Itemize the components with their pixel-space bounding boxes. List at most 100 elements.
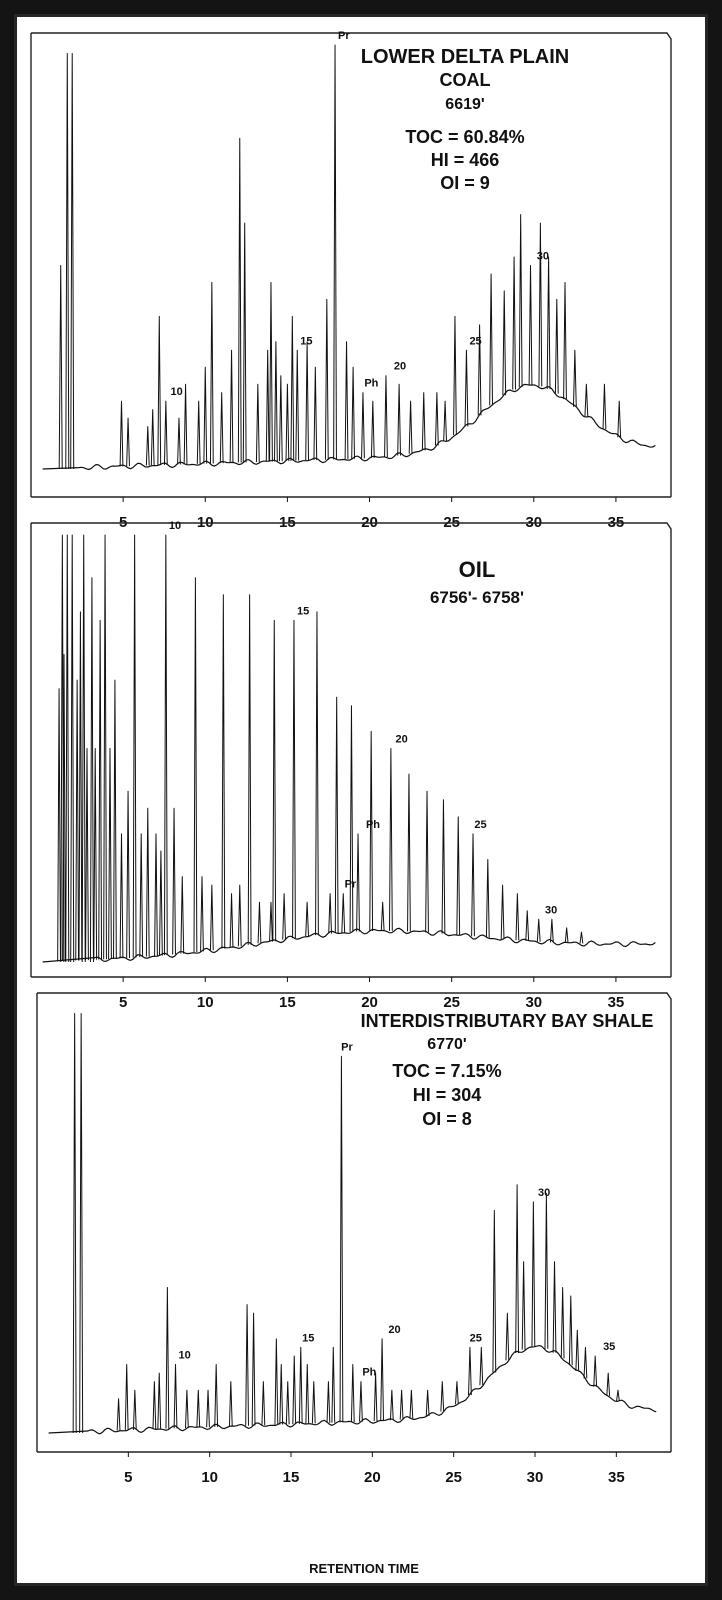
- chromatogram-baseline: [42, 383, 656, 471]
- peak: [500, 884, 505, 940]
- peak: [518, 214, 523, 387]
- peak: [119, 833, 124, 959]
- peak: [108, 748, 112, 960]
- peak: [132, 1389, 137, 1430]
- peak: [119, 400, 124, 467]
- peak: [229, 893, 234, 948]
- peak: [173, 1364, 178, 1429]
- peak: [341, 893, 346, 933]
- peak: [177, 417, 181, 465]
- solvent-peak: [70, 534, 75, 963]
- sample-info-line: HI = 304: [413, 1085, 482, 1105]
- peak: [464, 349, 469, 427]
- sample-info-line: TOC = 60.84%: [405, 127, 524, 147]
- peak: [126, 790, 130, 958]
- x-tick-label: 25: [443, 994, 460, 1011]
- sample-info-line: OI = 9: [440, 173, 490, 193]
- peak: [219, 392, 224, 464]
- peak: [421, 392, 426, 451]
- peak: [245, 1304, 249, 1426]
- peak-label: 10: [179, 1350, 191, 1362]
- peak: [525, 910, 530, 941]
- peak: [209, 884, 214, 951]
- solvent-peak: [58, 264, 63, 470]
- peak: [434, 392, 439, 446]
- peak-label: 20: [394, 361, 406, 373]
- peak: [159, 850, 163, 956]
- peak: [221, 594, 226, 949]
- peak-label: Ph: [366, 819, 380, 831]
- x-tick-label: 5: [124, 1469, 132, 1486]
- peak: [206, 1389, 210, 1428]
- peak: [564, 927, 569, 944]
- peak: [593, 1355, 598, 1387]
- peak: [408, 400, 413, 454]
- peak-label: 20: [396, 734, 408, 746]
- peak: [579, 931, 584, 944]
- peak-label: 25: [469, 335, 481, 347]
- peak: [356, 833, 360, 932]
- peak: [152, 1381, 157, 1430]
- peak: [351, 366, 356, 459]
- chromatogram-baseline: [42, 927, 656, 963]
- peak: [339, 1055, 344, 1423]
- peak: [124, 1364, 129, 1431]
- peak: [380, 1338, 384, 1421]
- peak: [479, 1346, 484, 1386]
- peak: [349, 705, 354, 932]
- peak: [583, 1346, 588, 1379]
- peak: [489, 273, 493, 406]
- peak: [528, 264, 533, 386]
- peak: [126, 417, 130, 467]
- solvent-peak: [89, 577, 94, 963]
- peak: [575, 1329, 580, 1372]
- x-tick-label: 10: [197, 994, 214, 1011]
- peak-label: Ph: [364, 378, 378, 390]
- peak: [78, 611, 83, 961]
- peak: [468, 1346, 472, 1396]
- peak-label: 20: [388, 1324, 400, 1336]
- peak: [290, 315, 295, 461]
- peak: [132, 534, 137, 958]
- peak-label: Ph: [362, 1367, 376, 1379]
- peak: [552, 1261, 557, 1353]
- peak: [584, 383, 589, 417]
- figure-panel: Pr 10 15 Ph 20 25 30 5 10 15 20 25 30 35 LOWER DELTA P…: [14, 14, 708, 1586]
- peak: [485, 859, 490, 938]
- peak: [399, 1389, 404, 1420]
- peak: [193, 577, 198, 953]
- peak: [282, 893, 287, 940]
- peak: [324, 298, 329, 460]
- peak: [536, 918, 541, 942]
- peak: [554, 298, 559, 394]
- x-tick-label: 15: [283, 1469, 300, 1486]
- peak: [209, 281, 214, 464]
- peak: [157, 315, 162, 466]
- peak: [384, 375, 388, 457]
- peak: [388, 748, 393, 931]
- peak: [373, 1372, 378, 1422]
- peak: [269, 281, 273, 462]
- peak: [139, 833, 144, 958]
- peak-label: 15: [300, 335, 312, 347]
- peak: [544, 1192, 549, 1349]
- peak-label: 15: [302, 1332, 314, 1344]
- peak: [261, 1381, 266, 1426]
- peak: [313, 366, 318, 461]
- peak: [471, 833, 475, 937]
- peak: [546, 256, 551, 390]
- peak: [150, 409, 155, 466]
- sample-info-line: HI = 466: [431, 150, 500, 170]
- peak: [278, 375, 283, 462]
- sample-info-line: TOC = 7.15%: [392, 1061, 501, 1081]
- peak: [298, 1346, 303, 1424]
- peak: [425, 1389, 430, 1416]
- peak: [172, 807, 176, 955]
- x-tick-label: 20: [361, 994, 378, 1011]
- x-tick-label: 20: [364, 1469, 381, 1486]
- peak: [350, 1364, 355, 1422]
- peak: [359, 1381, 363, 1422]
- peak: [247, 594, 252, 945]
- peak: [515, 1184, 520, 1354]
